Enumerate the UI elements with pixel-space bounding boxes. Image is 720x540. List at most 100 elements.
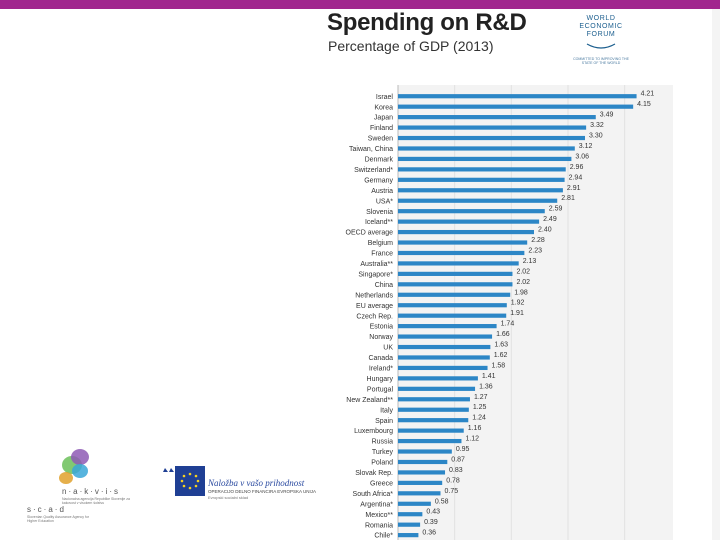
value-label: 2.59 bbox=[549, 206, 563, 213]
wef-logo-line2: ECONOMIC bbox=[579, 23, 623, 30]
bar bbox=[398, 449, 452, 454]
value-label: 3.32 bbox=[590, 122, 604, 129]
value-label: 1.25 bbox=[473, 404, 487, 411]
bar bbox=[398, 250, 525, 256]
bar bbox=[398, 407, 469, 412]
category-label: Romania bbox=[365, 522, 393, 529]
bar bbox=[398, 386, 476, 391]
bar bbox=[398, 167, 566, 172]
category-label: New Zealand** bbox=[346, 397, 393, 404]
value-label: 0.43 bbox=[426, 509, 440, 516]
category-label: Portugal bbox=[367, 386, 394, 393]
value-label: 0.83 bbox=[449, 467, 463, 474]
category-label: Korea bbox=[374, 104, 393, 111]
bar bbox=[398, 261, 519, 266]
category-label: Israel bbox=[376, 94, 394, 101]
bar bbox=[398, 94, 637, 99]
category-label: Italy bbox=[380, 407, 393, 414]
category-label: Belgium bbox=[368, 240, 393, 247]
bar bbox=[398, 522, 421, 527]
nakvis-logo-subtitle: Nacionalna agencija Republike Slovenije … bbox=[62, 497, 130, 505]
bar bbox=[398, 146, 575, 151]
scad-logo-subtitle: Slovenian Quality Assurance Agency for H… bbox=[27, 515, 90, 523]
nakvis-logo-text: n·a·k·v·i·s bbox=[62, 487, 120, 496]
value-label: 2.49 bbox=[543, 216, 557, 223]
category-label: Argentina* bbox=[360, 501, 393, 508]
category-label: Finland bbox=[370, 125, 393, 132]
category-label: South Africa* bbox=[353, 491, 394, 498]
value-label: 0.36 bbox=[422, 530, 436, 537]
category-label: Australia** bbox=[360, 261, 393, 268]
bar bbox=[398, 135, 585, 141]
value-label: 1.16 bbox=[468, 425, 482, 432]
bar bbox=[398, 428, 464, 433]
wef-arc-icon bbox=[586, 43, 616, 49]
category-label: Iceland** bbox=[365, 219, 393, 226]
value-label: 1.24 bbox=[472, 415, 486, 422]
bar bbox=[398, 229, 534, 235]
category-label: China bbox=[375, 282, 393, 289]
category-label: Switzerland* bbox=[354, 167, 393, 174]
category-label: France bbox=[371, 251, 393, 258]
bar bbox=[398, 355, 490, 360]
category-label: Chile* bbox=[374, 533, 393, 540]
category-label: Czech Rep. bbox=[356, 313, 393, 320]
scad-logo-text: s·c·a·d bbox=[27, 505, 66, 514]
eu-flag-icon bbox=[163, 466, 205, 496]
bar bbox=[398, 512, 423, 517]
value-label: 1.91 bbox=[510, 310, 524, 317]
value-label: 1.66 bbox=[496, 331, 510, 338]
bar bbox=[398, 104, 634, 109]
value-label: 1.74 bbox=[501, 321, 515, 328]
value-label: 1.41 bbox=[482, 373, 496, 380]
bar bbox=[398, 418, 469, 423]
category-label: USA* bbox=[376, 198, 393, 205]
category-label: Poland bbox=[371, 460, 393, 467]
rd-spending-bar-chart: Israel 4.21 Korea 4.15 Japan 3.49 Finland 3.32 S… bbox=[346, 85, 673, 540]
value-label: 2.81 bbox=[561, 195, 575, 202]
value-label: 1.98 bbox=[514, 289, 528, 296]
bar bbox=[398, 334, 493, 339]
category-label: Germany bbox=[364, 177, 393, 184]
category-label: Austria bbox=[371, 188, 393, 195]
bar bbox=[398, 533, 419, 538]
nakvis-speech-bubbles-icon bbox=[59, 449, 89, 484]
bar bbox=[398, 282, 513, 287]
bar bbox=[398, 470, 446, 475]
value-label: 0.58 bbox=[435, 498, 449, 505]
category-label: EU average bbox=[356, 303, 393, 310]
category-label: Luxembourg bbox=[354, 428, 393, 435]
eu-logo bbox=[155, 466, 305, 502]
value-label: 2.28 bbox=[531, 237, 545, 244]
value-label: 2.91 bbox=[567, 185, 581, 192]
value-label: 1.36 bbox=[479, 383, 493, 390]
bar bbox=[398, 313, 507, 318]
value-label: 1.63 bbox=[494, 342, 508, 349]
value-label: 3.12 bbox=[579, 143, 593, 150]
bar bbox=[398, 480, 443, 485]
value-label: 2.02 bbox=[516, 268, 530, 275]
category-label: Netherlands bbox=[355, 292, 393, 299]
bar bbox=[398, 209, 545, 214]
eu-slogan: Naložba v vašo prihodnost bbox=[208, 478, 305, 488]
category-label: Ireland* bbox=[369, 366, 393, 373]
bar bbox=[398, 344, 491, 350]
value-label: 3.30 bbox=[589, 133, 603, 140]
wef-logo-tagline: COMMITTED TO IMPROVING THE STATE OF THE … bbox=[573, 57, 629, 65]
chart-title: Spending on R&D bbox=[327, 9, 527, 36]
category-label: Singapore* bbox=[358, 271, 393, 278]
bar bbox=[398, 491, 441, 496]
value-label: 1.58 bbox=[492, 362, 506, 369]
value-label: 0.87 bbox=[451, 456, 465, 463]
category-label: Hungary bbox=[367, 376, 394, 383]
bar bbox=[398, 324, 497, 329]
bar bbox=[398, 459, 448, 465]
value-label: 2.40 bbox=[538, 227, 552, 234]
bar bbox=[398, 240, 528, 245]
logos-area bbox=[59, 449, 89, 484]
value-label: 4.15 bbox=[637, 101, 651, 108]
chart-subtitle: Percentage of GDP (2013) bbox=[328, 38, 494, 54]
bar bbox=[398, 115, 596, 120]
wef-logo-line3: FORUM bbox=[586, 31, 616, 38]
value-label: 2.94 bbox=[569, 174, 583, 181]
